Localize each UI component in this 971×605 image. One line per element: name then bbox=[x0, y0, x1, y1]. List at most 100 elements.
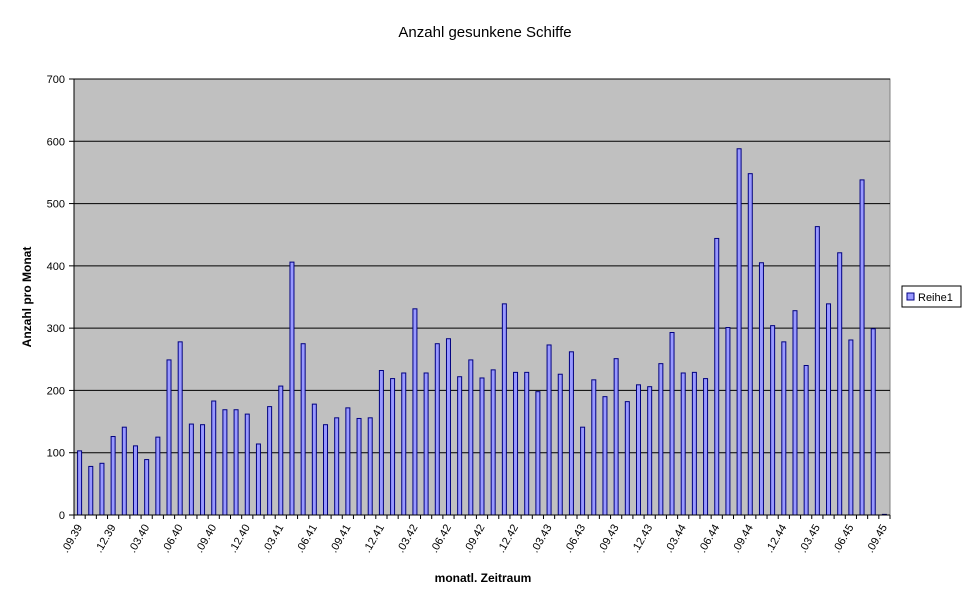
legend-entry-reihe1: Reihe1 bbox=[918, 292, 953, 304]
x-tick-label: .03.41 bbox=[261, 523, 287, 555]
bar-23 bbox=[334, 417, 340, 516]
legend-swatch bbox=[906, 292, 915, 301]
x-tick-label: .09.42 bbox=[462, 523, 488, 555]
bar-56 bbox=[703, 378, 709, 516]
bar-35 bbox=[468, 359, 474, 516]
y-axis-label: Anzahl pro Monat bbox=[20, 247, 34, 348]
bar-14 bbox=[233, 409, 239, 516]
bar-64 bbox=[792, 310, 798, 516]
bar-7 bbox=[155, 436, 161, 516]
bar-11 bbox=[200, 424, 206, 516]
bar-66 bbox=[814, 226, 820, 516]
bar-25 bbox=[356, 417, 362, 516]
y-tick-label-100: 100 bbox=[47, 448, 65, 460]
gridlines bbox=[74, 78, 890, 454]
bar-12 bbox=[211, 400, 217, 516]
y-tick-label-400: 400 bbox=[47, 261, 65, 273]
x-tick-label: .06.44 bbox=[697, 523, 723, 555]
x-tick-label: .12.43 bbox=[630, 523, 656, 555]
bar-70 bbox=[859, 179, 865, 516]
bar-0 bbox=[77, 450, 83, 516]
bar-60 bbox=[747, 173, 753, 516]
bar-31 bbox=[423, 372, 429, 516]
x-tick-label: .09.43 bbox=[596, 523, 622, 555]
x-tick-label: .03.40 bbox=[127, 523, 153, 555]
x-tick-label: .06.42 bbox=[428, 523, 454, 555]
x-tick-label: .06.40 bbox=[160, 523, 186, 555]
bar-16 bbox=[255, 443, 261, 516]
x-tick-label: .12.40 bbox=[227, 523, 253, 555]
bar-48 bbox=[613, 358, 619, 516]
bar-57 bbox=[714, 237, 720, 516]
y-tick-label-300: 300 bbox=[47, 323, 65, 335]
x-tick-label: .12.39 bbox=[93, 523, 119, 555]
y-tick-labels: 0 100 200 300 400 500 600 700 bbox=[47, 74, 65, 522]
bar-10 bbox=[188, 423, 194, 516]
x-tick-label: .09.44 bbox=[730, 523, 756, 555]
bar-27 bbox=[378, 370, 384, 516]
bar-37 bbox=[490, 369, 496, 516]
bar-69 bbox=[848, 339, 854, 516]
x-tick-label: .06.45 bbox=[831, 523, 857, 555]
axes bbox=[69, 78, 891, 519]
bar-55 bbox=[691, 371, 697, 516]
legend-box bbox=[901, 285, 962, 308]
bar-53 bbox=[669, 332, 675, 516]
bar-42 bbox=[546, 344, 552, 516]
x-tick-label: .12.42 bbox=[495, 523, 521, 555]
bar-71 bbox=[870, 328, 876, 516]
bar-52 bbox=[658, 363, 664, 516]
bar-2 bbox=[99, 462, 105, 516]
x-tick-label: .12.44 bbox=[764, 523, 790, 555]
bar-9 bbox=[177, 341, 183, 516]
bar-45 bbox=[580, 426, 586, 516]
bar-50 bbox=[635, 384, 641, 516]
bar-63 bbox=[781, 341, 787, 516]
x-tick-label: .09.40 bbox=[194, 523, 220, 555]
x-tick-label: .03.42 bbox=[395, 523, 421, 555]
bar-32 bbox=[434, 343, 440, 516]
bar-46 bbox=[591, 379, 597, 516]
x-tick-label: .09.39 bbox=[60, 523, 86, 555]
x-tick-label: .12.41 bbox=[361, 523, 387, 555]
bar-18 bbox=[278, 385, 284, 516]
bar-51 bbox=[647, 386, 653, 516]
bar-44 bbox=[568, 351, 574, 516]
bar-36 bbox=[479, 377, 485, 516]
bar-20 bbox=[300, 343, 306, 516]
bar-62 bbox=[770, 325, 776, 516]
y-tick-label-700: 700 bbox=[47, 74, 65, 86]
bar-54 bbox=[680, 372, 686, 516]
bar-61 bbox=[758, 262, 764, 516]
bar-28 bbox=[390, 378, 396, 516]
x-tick-label: .03.45 bbox=[797, 523, 823, 555]
bar-65 bbox=[803, 365, 809, 516]
bar-40 bbox=[524, 371, 530, 516]
bar-49 bbox=[624, 401, 630, 516]
bar-47 bbox=[602, 396, 608, 516]
bar-6 bbox=[144, 459, 150, 516]
bar-8 bbox=[166, 359, 172, 516]
bar-39 bbox=[513, 371, 519, 516]
y-tick-label-500: 500 bbox=[47, 199, 65, 211]
bar-4 bbox=[121, 426, 127, 516]
bar-68 bbox=[837, 252, 843, 516]
bar-17 bbox=[267, 406, 273, 516]
x-tick-label: .06.43 bbox=[563, 523, 589, 555]
bar-5 bbox=[132, 445, 138, 516]
bar-43 bbox=[557, 373, 563, 516]
chart-title: Anzahl gesunkene Schiffe bbox=[398, 24, 571, 41]
bar-41 bbox=[535, 391, 541, 516]
y-tick-label-600: 600 bbox=[47, 136, 65, 148]
bar-29 bbox=[401, 372, 407, 516]
bar-38 bbox=[501, 303, 507, 516]
bar-67 bbox=[826, 303, 832, 516]
x-tick-label: .03.44 bbox=[663, 523, 689, 555]
x-tick-label: .06.41 bbox=[294, 523, 320, 555]
x-axis-label: monatl. Zeitraum bbox=[435, 571, 532, 585]
bar-34 bbox=[457, 376, 463, 516]
bar-26 bbox=[367, 417, 373, 516]
bar-24 bbox=[345, 407, 351, 516]
y-tick-label-0: 0 bbox=[59, 510, 65, 522]
y-tick-label-200: 200 bbox=[47, 385, 65, 397]
